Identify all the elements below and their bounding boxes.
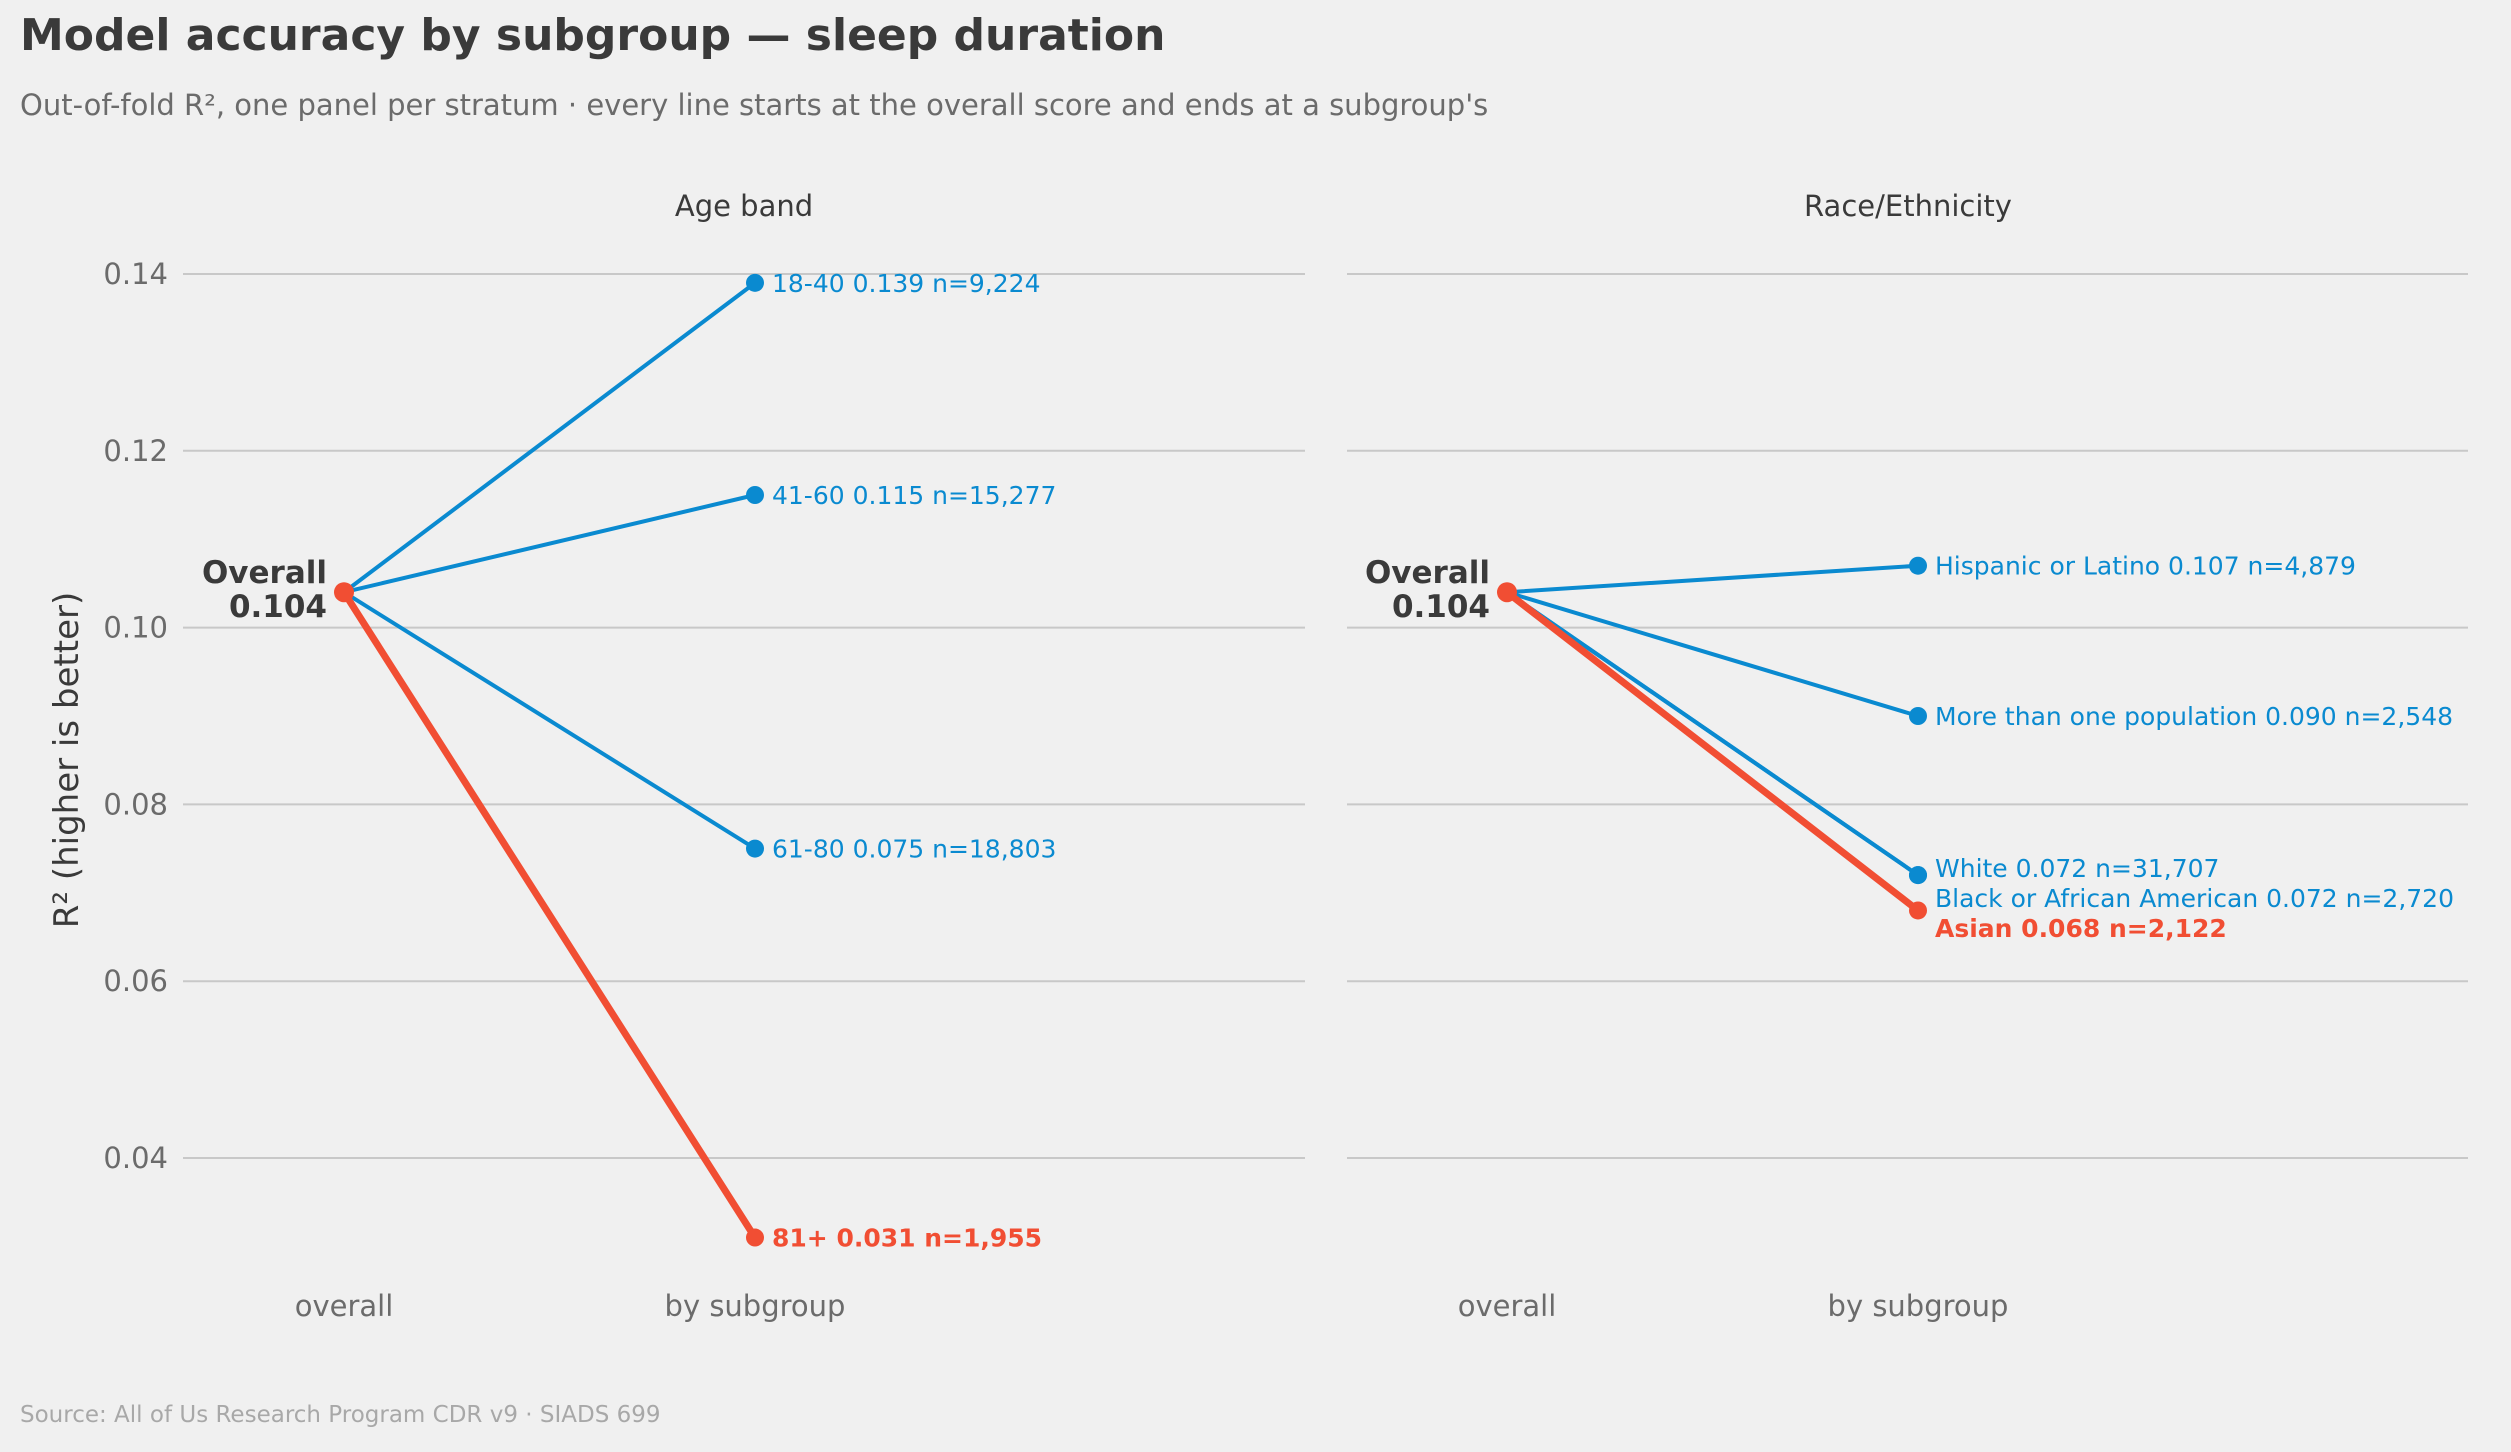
panel-title: Age band bbox=[675, 189, 813, 223]
axes: 0.04 0.06 0.08 0.10 0.12 0.14 R² (higher is be… bbox=[47, 257, 168, 1175]
y-tick-label: 0.04 bbox=[103, 1141, 168, 1175]
series-line bbox=[1503, 588, 1922, 914]
chart-source: Source: All of Us Research Program CDR v… bbox=[20, 1402, 661, 1428]
series-line bbox=[342, 280, 757, 595]
series-point bbox=[1909, 707, 1927, 725]
x-tick-label: overall bbox=[295, 1289, 394, 1323]
panel-1: Race/Ethnicity overall by subgroup Overall0… bbox=[1365, 189, 2454, 1323]
series-label: 18-40 0.139 n=9,224 bbox=[772, 269, 1040, 298]
series-point bbox=[1909, 866, 1927, 885]
series-label: Asian 0.068 n=2,122 bbox=[1935, 914, 2227, 943]
series-line bbox=[340, 588, 759, 1242]
series-line bbox=[1505, 590, 1920, 878]
series-point bbox=[746, 273, 764, 292]
y-axis-label: R² (higher is better) bbox=[47, 592, 87, 928]
x-tick-label: by subgroup bbox=[1828, 1289, 2009, 1323]
overall-point bbox=[1497, 582, 1517, 603]
series-point bbox=[746, 1228, 764, 1247]
series-label: 61-80 0.075 n=18,803 bbox=[772, 835, 1056, 864]
series-line bbox=[1505, 563, 1920, 595]
overall-value-label: 0.104 bbox=[1392, 589, 1490, 625]
overall-label: Overall bbox=[202, 555, 327, 591]
y-tick-label: 0.08 bbox=[103, 787, 168, 821]
chart-subtitle: Out-of-fold R², one panel per stratum · … bbox=[20, 88, 1489, 122]
chart-title: Model accuracy by subgroup — sleep durat… bbox=[20, 10, 1166, 61]
y-tick-label: 0.06 bbox=[103, 964, 168, 998]
overall-value-label: 0.104 bbox=[229, 589, 327, 625]
overall-point bbox=[334, 582, 354, 603]
series-line bbox=[342, 590, 757, 851]
series-point bbox=[1909, 556, 1927, 575]
overall-label: Overall bbox=[1365, 555, 1490, 591]
series-label: 81+ 0.031 n=1,955 bbox=[772, 1224, 1042, 1253]
x-tick-label: by subgroup bbox=[665, 1289, 846, 1323]
y-tick-label: 0.10 bbox=[103, 611, 168, 645]
series-label: More than one population 0.090 n=2,548 bbox=[1935, 702, 2453, 731]
gridlines bbox=[183, 273, 2468, 1159]
y-tick-label: 0.12 bbox=[103, 434, 168, 468]
x-tick-label: overall bbox=[1458, 1289, 1557, 1323]
series-label: Black or African American 0.072 n=2,720 bbox=[1935, 884, 2454, 913]
series-label: White 0.072 n=31,707 bbox=[1935, 854, 2219, 883]
y-tick-label: 0.14 bbox=[103, 257, 168, 291]
series-line bbox=[342, 493, 757, 595]
series-point bbox=[746, 486, 764, 504]
panel-title: Race/Ethnicity bbox=[1804, 189, 2012, 223]
series-point bbox=[1909, 901, 1927, 920]
series-point bbox=[746, 839, 764, 858]
series-line bbox=[1505, 590, 1920, 718]
series-label: 41-60 0.115 n=15,277 bbox=[772, 481, 1056, 510]
series-label: Hispanic or Latino 0.107 n=4,879 bbox=[1935, 552, 2356, 581]
